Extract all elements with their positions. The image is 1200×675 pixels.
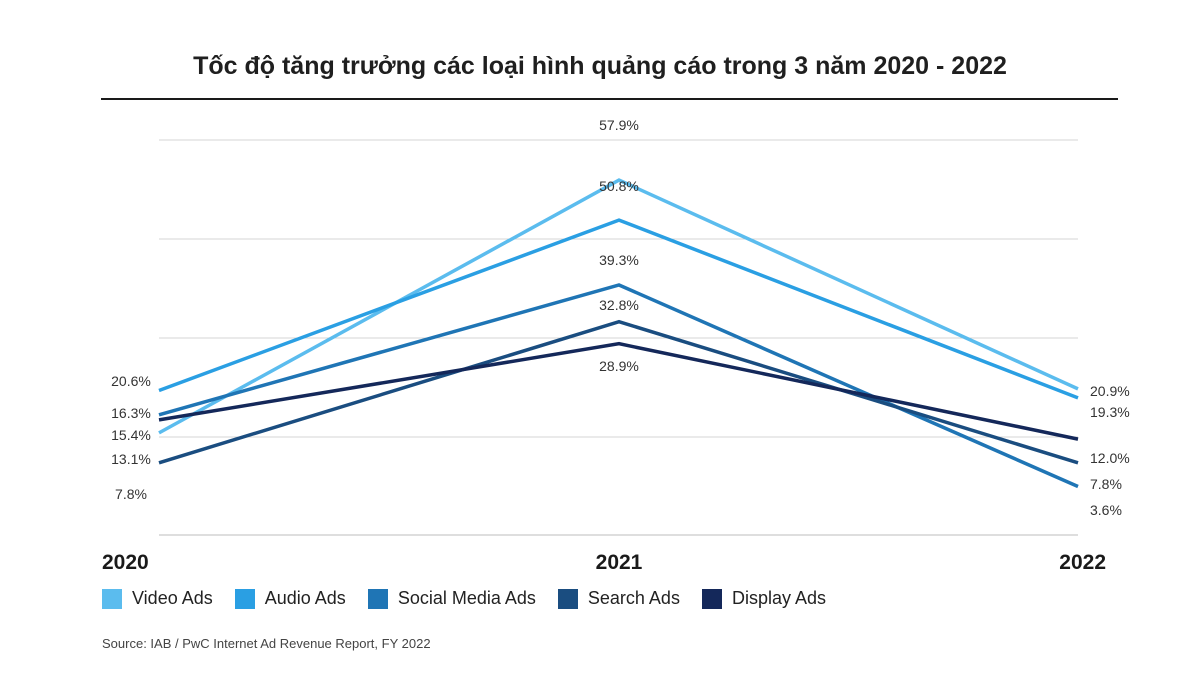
legend-swatch-video-ads — [102, 588, 122, 609]
grid-lines — [159, 139, 1078, 536]
legend-swatch-display-ads — [701, 588, 722, 609]
legend-label-search-ads: Search Ads — [587, 588, 680, 608]
x-tick-2022: 2022 — [1059, 551, 1106, 574]
legend-swatch-search-ads — [557, 588, 578, 609]
series-line-video-ads — [158, 178, 1079, 435]
legend-item-social-media-ads: Social Media Ads — [367, 588, 536, 609]
data-label-display-ads-2022: 12.0% — [1090, 450, 1130, 466]
series-line-audio-ads — [158, 218, 1079, 400]
data-label-video-ads-2021: 57.9% — [599, 117, 639, 133]
legend: Video Ads Audio Ads Social Media Ads Search… — [102, 588, 848, 609]
series-line-search-ads — [158, 319, 1079, 465]
legend-label-audio-ads: Audio Ads — [264, 588, 346, 608]
data-label-audio-ads-2022: 19.3% — [1090, 404, 1130, 420]
data-label-social-media-ads-2020: 16.3% — [111, 405, 151, 421]
data-label-social-media-ads-2022: 3.6% — [1090, 502, 1122, 518]
data-label-video-ads-2022: 20.9% — [1090, 383, 1130, 399]
data-label-display-ads-2021: 28.9% — [599, 358, 639, 374]
legend-item-search-ads: Search Ads — [557, 588, 680, 609]
data-label-search-ads-2020: 7.8% — [115, 486, 147, 502]
data-label-search-ads-2022: 7.8% — [1090, 476, 1122, 492]
series-lines — [158, 178, 1079, 489]
legend-label-display-ads: Display Ads — [731, 588, 826, 608]
x-tick-2020: 2020 — [102, 551, 149, 574]
data-label-search-ads-2021: 32.8% — [599, 297, 639, 313]
title-divider — [101, 98, 1118, 100]
legend-label-video-ads: Video Ads — [132, 588, 213, 608]
data-label-audio-ads-2021: 50.8% — [599, 178, 639, 194]
data-label-social-media-ads-2021: 39.3% — [599, 252, 639, 268]
series-line-display-ads — [158, 341, 1079, 441]
legend-item-audio-ads: Audio Ads — [234, 588, 346, 609]
legend-swatch-audio-ads — [234, 588, 255, 609]
data-label-video-ads-2020: 13.1% — [111, 451, 151, 467]
legend-item-video-ads: Video Ads — [102, 588, 213, 609]
legend-swatch-social-media-ads — [367, 588, 388, 609]
legend-label-social-media-ads: Social Media Ads — [397, 588, 536, 608]
x-tick-2021: 2021 — [596, 551, 643, 574]
data-label-display-ads-2020: 15.4% — [111, 427, 151, 443]
chart-title: Tốc độ tăng trưởng các loại hình quảng c… — [193, 52, 1007, 80]
series-line-social-media-ads — [158, 283, 1079, 489]
source-note: Source: IAB / PwC Internet Ad Revenue Re… — [102, 636, 431, 651]
x-axis-ticks: 2020 2021 2022 — [102, 551, 1106, 574]
data-labels: 13.1% 57.9% 20.9% 20.6% 50.8% 19.3% 16.3% 39.3%… — [111, 117, 1130, 518]
legend-item-display-ads: Display Ads — [701, 588, 826, 609]
data-label-audio-ads-2020: 20.6% — [111, 373, 151, 389]
